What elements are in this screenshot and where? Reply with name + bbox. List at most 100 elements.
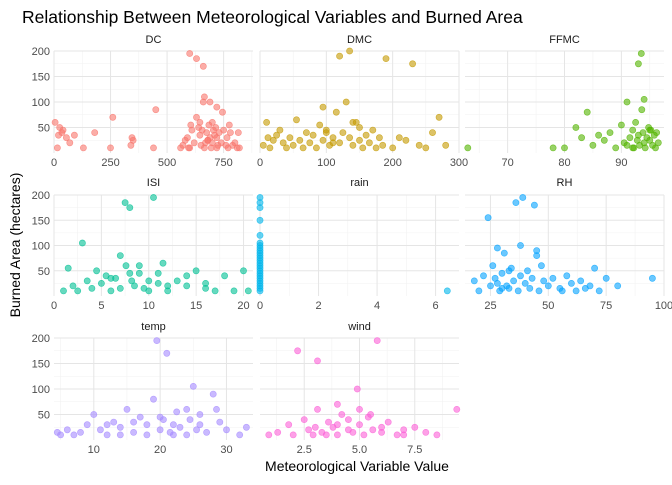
y-tick-label: 150 <box>32 359 50 371</box>
data-point <box>74 287 82 295</box>
data-point <box>199 62 207 70</box>
data-point <box>212 124 220 131</box>
data-point <box>169 421 177 429</box>
data-point <box>475 287 483 295</box>
data-point <box>531 201 538 209</box>
facet-label-temp: temp <box>141 321 165 333</box>
x-tick-label: 4 <box>374 300 380 312</box>
data-point <box>528 274 536 282</box>
data-point <box>244 287 252 295</box>
x-tick-label: 5.0 <box>352 444 367 456</box>
y-tick-label: 50 <box>38 410 50 422</box>
data-point <box>152 106 160 114</box>
data-point <box>190 139 198 147</box>
data-point <box>294 347 301 355</box>
data-point <box>183 282 191 290</box>
data-point <box>411 423 419 431</box>
x-tick-label: 2.5 <box>297 444 312 456</box>
y-tick-label: 100 <box>32 97 50 109</box>
x-tick-label: 7.5 <box>407 444 422 456</box>
data-point <box>314 405 321 413</box>
data-point <box>126 269 134 277</box>
y-tick-label: 50 <box>38 266 50 278</box>
data-point <box>54 144 61 152</box>
data-point <box>349 428 357 436</box>
data-point <box>266 144 274 152</box>
data-point <box>203 428 210 436</box>
data-point <box>200 93 208 101</box>
facet-label-ffmc: FFMC <box>549 34 580 46</box>
x-tick-label: 300 <box>450 157 468 169</box>
data-point <box>63 134 70 142</box>
data-point <box>66 139 74 147</box>
data-point <box>306 139 314 147</box>
x-tick-label: 250 <box>101 157 119 169</box>
data-point <box>356 421 363 429</box>
y-tick-label: 150 <box>32 215 50 227</box>
x-tick-label: 0 <box>51 300 57 312</box>
data-point <box>256 194 264 201</box>
data-point <box>226 129 234 136</box>
data-point <box>623 141 631 149</box>
y-tick-label: 200 <box>32 190 50 202</box>
data-point <box>639 129 647 136</box>
data-point <box>521 279 529 287</box>
data-point <box>283 144 290 152</box>
data-point <box>256 239 264 247</box>
data-point <box>70 431 78 439</box>
data-point <box>289 431 297 439</box>
data-point <box>544 282 552 290</box>
data-point <box>145 287 153 295</box>
y-tick-label: 50 <box>38 123 50 135</box>
data-point <box>549 144 557 152</box>
data-point <box>136 413 144 421</box>
data-point <box>517 242 524 249</box>
data-point <box>379 141 387 149</box>
data-point <box>346 47 353 55</box>
data-point <box>646 126 654 134</box>
data-point <box>356 136 363 144</box>
data-point <box>346 134 353 142</box>
data-point <box>422 428 430 436</box>
data-point <box>196 411 204 418</box>
data-point <box>453 405 461 413</box>
data-point <box>235 144 243 152</box>
data-point <box>186 144 194 152</box>
data-point <box>489 262 497 270</box>
data-point <box>332 108 340 116</box>
data-point <box>512 199 520 206</box>
x-tick-label: 15 <box>190 300 202 312</box>
data-point <box>305 426 312 434</box>
x-tick-label: 25 <box>484 300 496 312</box>
panel-isi: ISI 0 5 10 15 20 50 100 150 200 <box>32 177 253 312</box>
data-point <box>109 113 117 121</box>
facet-label-dc: DC <box>146 34 162 46</box>
data-point <box>433 431 441 439</box>
data-point <box>409 60 416 68</box>
data-point <box>150 395 157 403</box>
panel-ffmc: FFMC 70 80 90 <box>464 34 664 169</box>
data-point <box>116 252 124 259</box>
data-point <box>186 50 194 57</box>
data-point <box>103 421 111 429</box>
data-point <box>339 129 347 136</box>
data-point <box>367 411 374 418</box>
data-point <box>183 134 191 142</box>
data-point <box>435 113 443 121</box>
data-point <box>373 337 381 344</box>
x-tick-label: 70 <box>502 157 514 169</box>
facet-label-isi: ISI <box>147 177 160 189</box>
data-point <box>578 134 585 142</box>
data-point <box>302 129 310 136</box>
data-point <box>300 416 308 423</box>
data-point <box>221 272 228 280</box>
x-tick-label: 20 <box>154 444 166 456</box>
x-tick-label: 0 <box>257 300 263 312</box>
data-point <box>635 60 642 68</box>
data-point <box>213 405 220 413</box>
data-point <box>196 119 204 126</box>
facet-label-rh: RH <box>557 177 573 189</box>
data-point <box>183 431 191 439</box>
data-point <box>344 416 352 423</box>
data-point <box>400 431 408 439</box>
